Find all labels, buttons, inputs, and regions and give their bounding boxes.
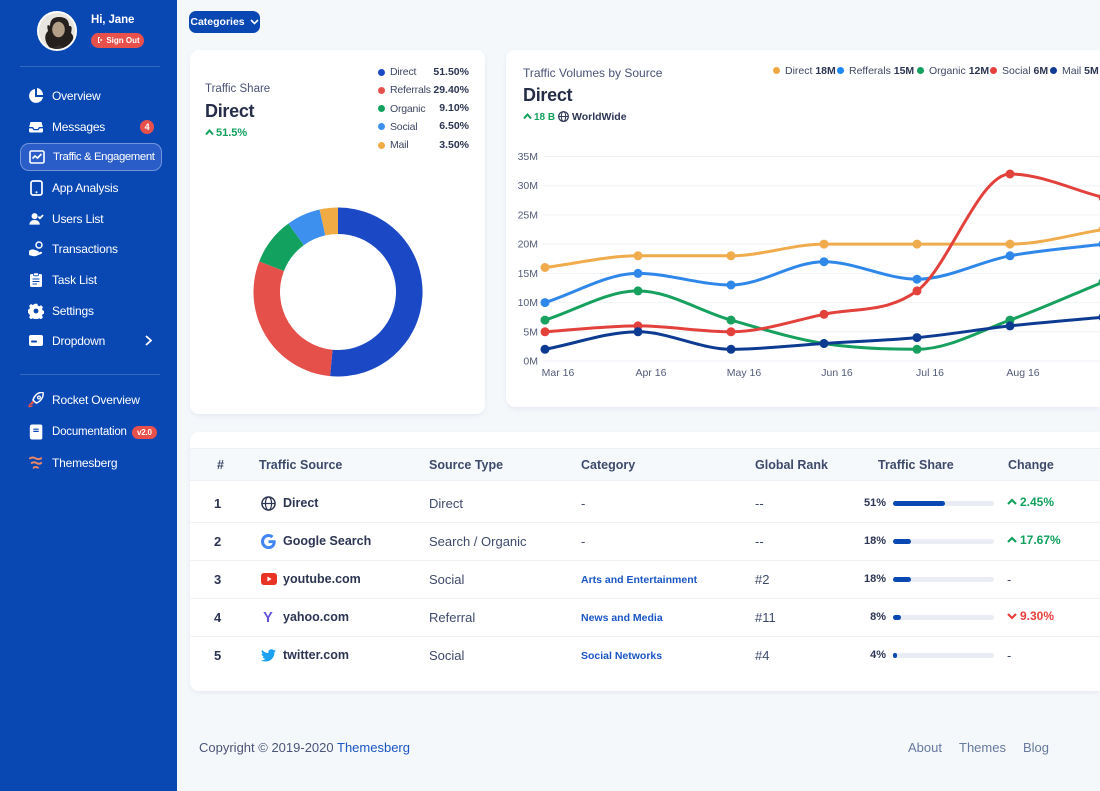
svg-text:20M: 20M <box>518 239 538 251</box>
svg-text:0M: 0M <box>523 356 538 368</box>
svg-text:Jul 16: Jul 16 <box>916 367 944 379</box>
svg-text:5M: 5M <box>523 326 538 338</box>
svg-text:10M: 10M <box>518 297 538 309</box>
svg-text:Apr 16: Apr 16 <box>636 367 667 379</box>
svg-text:Aug 16: Aug 16 <box>1006 367 1039 379</box>
svg-text:15M: 15M <box>518 268 538 280</box>
svg-text:Jun 16: Jun 16 <box>821 367 853 379</box>
svg-text:Y: Y <box>263 610 273 624</box>
svg-text:35M: 35M <box>518 151 538 163</box>
svg-text:May 16: May 16 <box>727 367 762 379</box>
svg-text:Mar 16: Mar 16 <box>542 367 575 379</box>
svg-text:25M: 25M <box>518 209 538 221</box>
svg-text:30M: 30M <box>518 180 538 192</box>
